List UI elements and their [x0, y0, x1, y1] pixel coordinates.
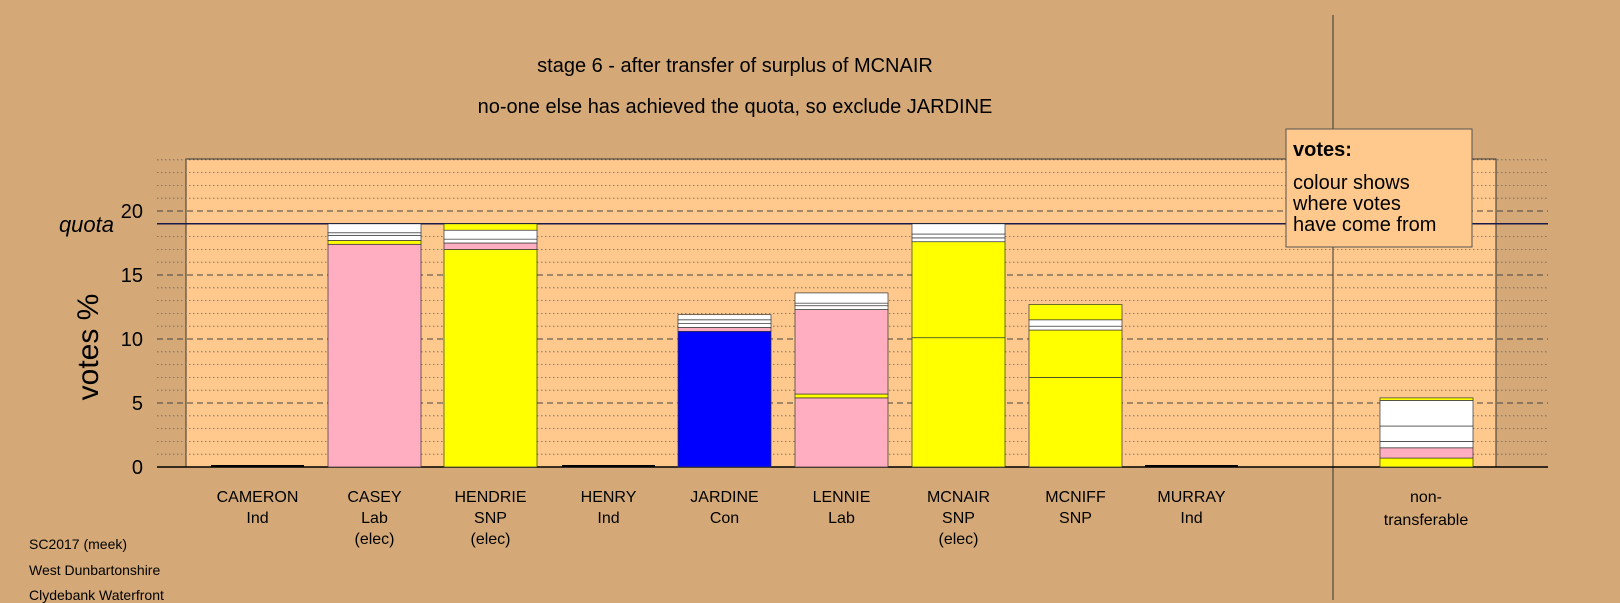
x-label-name: CAMERON — [217, 489, 299, 506]
bar-segment — [1028, 325, 1123, 331]
bar-segment — [327, 223, 422, 234]
bar-segment — [794, 305, 889, 310]
x-label-status: (elec) — [470, 531, 510, 548]
legend-line-3: have come from — [1293, 214, 1436, 236]
bar-segment — [1379, 457, 1474, 468]
bar-segment — [677, 327, 772, 332]
bar-segment — [677, 330, 772, 468]
legend-line-1: colour shows — [1293, 172, 1410, 194]
bar-segment — [1028, 319, 1123, 327]
bar-segment — [794, 393, 889, 399]
bar-segment — [327, 234, 422, 241]
x-axis-labels: CAMERON Ind CASEY Lab (elec) HENDRIE SNP (elec)… — [217, 489, 1226, 548]
nontransferable-label-1: non- — [1410, 489, 1442, 506]
bar-segment — [443, 249, 538, 468]
x-label-status: (elec) — [938, 531, 978, 548]
x-label-party: SNP — [1059, 510, 1092, 527]
x-label-party: Ind — [597, 510, 619, 527]
x-label-name: MCNAIR — [927, 489, 990, 506]
x-label-name: MCNIFF — [1045, 489, 1106, 506]
x-label-party: Ind — [1180, 510, 1202, 527]
bar-segment — [911, 237, 1006, 243]
chart-title: stage 6 - after transfer of surplus of M… — [537, 55, 933, 77]
x-label-party: SNP — [474, 510, 507, 527]
x-label-name: LENNIE — [813, 489, 871, 506]
footer-ward: Clydebank Waterfront — [29, 587, 164, 603]
legend-line-2: where votes — [1292, 193, 1401, 215]
y-axis-label: votes % — [72, 294, 105, 401]
legend-box — [1285, 128, 1473, 248]
y-tick-label: 10 — [121, 329, 143, 351]
x-label-name: HENDRIE — [454, 489, 526, 506]
nontransferable-label-2: transferable — [1384, 512, 1469, 529]
bar-segment — [443, 229, 538, 240]
bar-segment — [911, 337, 1006, 468]
x-label-name: MURRAY — [1157, 489, 1225, 506]
bar-segment — [794, 302, 889, 307]
bar-segment — [677, 319, 772, 324]
bar-segment — [1379, 441, 1474, 449]
bar-segment — [677, 323, 772, 328]
y-axis: 0 5 10 15 20 — [121, 201, 143, 479]
bars-group — [211, 223, 1474, 468]
x-label-party: Lab — [361, 510, 388, 527]
bar-segment — [794, 309, 889, 395]
x-label-name: JARDINE — [690, 489, 758, 506]
bar-segment — [911, 233, 1006, 239]
y-tick-label: 15 — [121, 265, 143, 287]
bar-segment — [911, 241, 1006, 339]
footer-election: SC2017 (meek) — [29, 536, 128, 552]
quota-label: quota — [59, 212, 114, 237]
x-label-status: (elec) — [354, 531, 394, 548]
x-label-party: SNP — [942, 510, 975, 527]
bar-segment — [1028, 304, 1123, 321]
bar-segment — [1379, 447, 1474, 459]
bar-segment — [794, 292, 889, 304]
chart-subtitle: no-one else has achieved the quota, so e… — [478, 96, 993, 118]
legend-title: votes: — [1293, 139, 1352, 161]
bar-segment — [911, 223, 1006, 235]
bar-segment — [443, 223, 538, 231]
bar-segment — [1028, 329, 1123, 378]
bar-segment — [327, 232, 422, 236]
x-label-party: Lab — [828, 510, 855, 527]
y-tick-label: 5 — [132, 393, 143, 415]
bar-segment — [1379, 397, 1474, 401]
bar-segment — [443, 238, 538, 244]
bar-segment — [443, 242, 538, 250]
bar-segment — [794, 397, 889, 468]
x-label-party: Con — [710, 510, 739, 527]
x-label-name: HENRY — [581, 489, 637, 506]
y-tick-label: 20 — [121, 201, 143, 223]
legend: votes: colour shows where votes have com… — [1285, 128, 1473, 248]
y-tick-label: 0 — [132, 457, 143, 479]
bar-segment — [1028, 377, 1123, 468]
bar-segment — [1379, 425, 1474, 442]
bar-segment — [1379, 400, 1474, 427]
footer-council: West Dunbartonshire — [29, 562, 161, 578]
x-label-name: CASEY — [347, 489, 402, 506]
bar-segment — [327, 243, 422, 468]
bar-segment — [677, 314, 772, 321]
x-label-party: Ind — [246, 510, 268, 527]
bar-segment — [327, 240, 422, 245]
